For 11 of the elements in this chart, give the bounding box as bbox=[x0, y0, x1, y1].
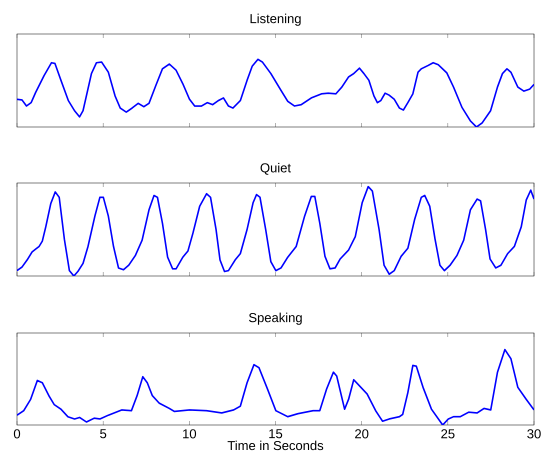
x-tick-label: 20 bbox=[355, 429, 368, 438]
chart-title: Quiet bbox=[260, 162, 291, 175]
x-tick-label: 10 bbox=[183, 429, 196, 438]
x-tick-label: 15 bbox=[269, 429, 282, 438]
x-axis-title: Time in Seconds bbox=[228, 440, 324, 450]
chart-title: Speaking bbox=[248, 312, 302, 325]
x-tick-label: 0 bbox=[14, 429, 20, 438]
chart-title: Listening bbox=[250, 14, 301, 26]
x-tick-label: 5 bbox=[100, 429, 106, 438]
x-tick-label: 25 bbox=[441, 429, 455, 438]
x-tick-label: 30 bbox=[527, 429, 541, 438]
